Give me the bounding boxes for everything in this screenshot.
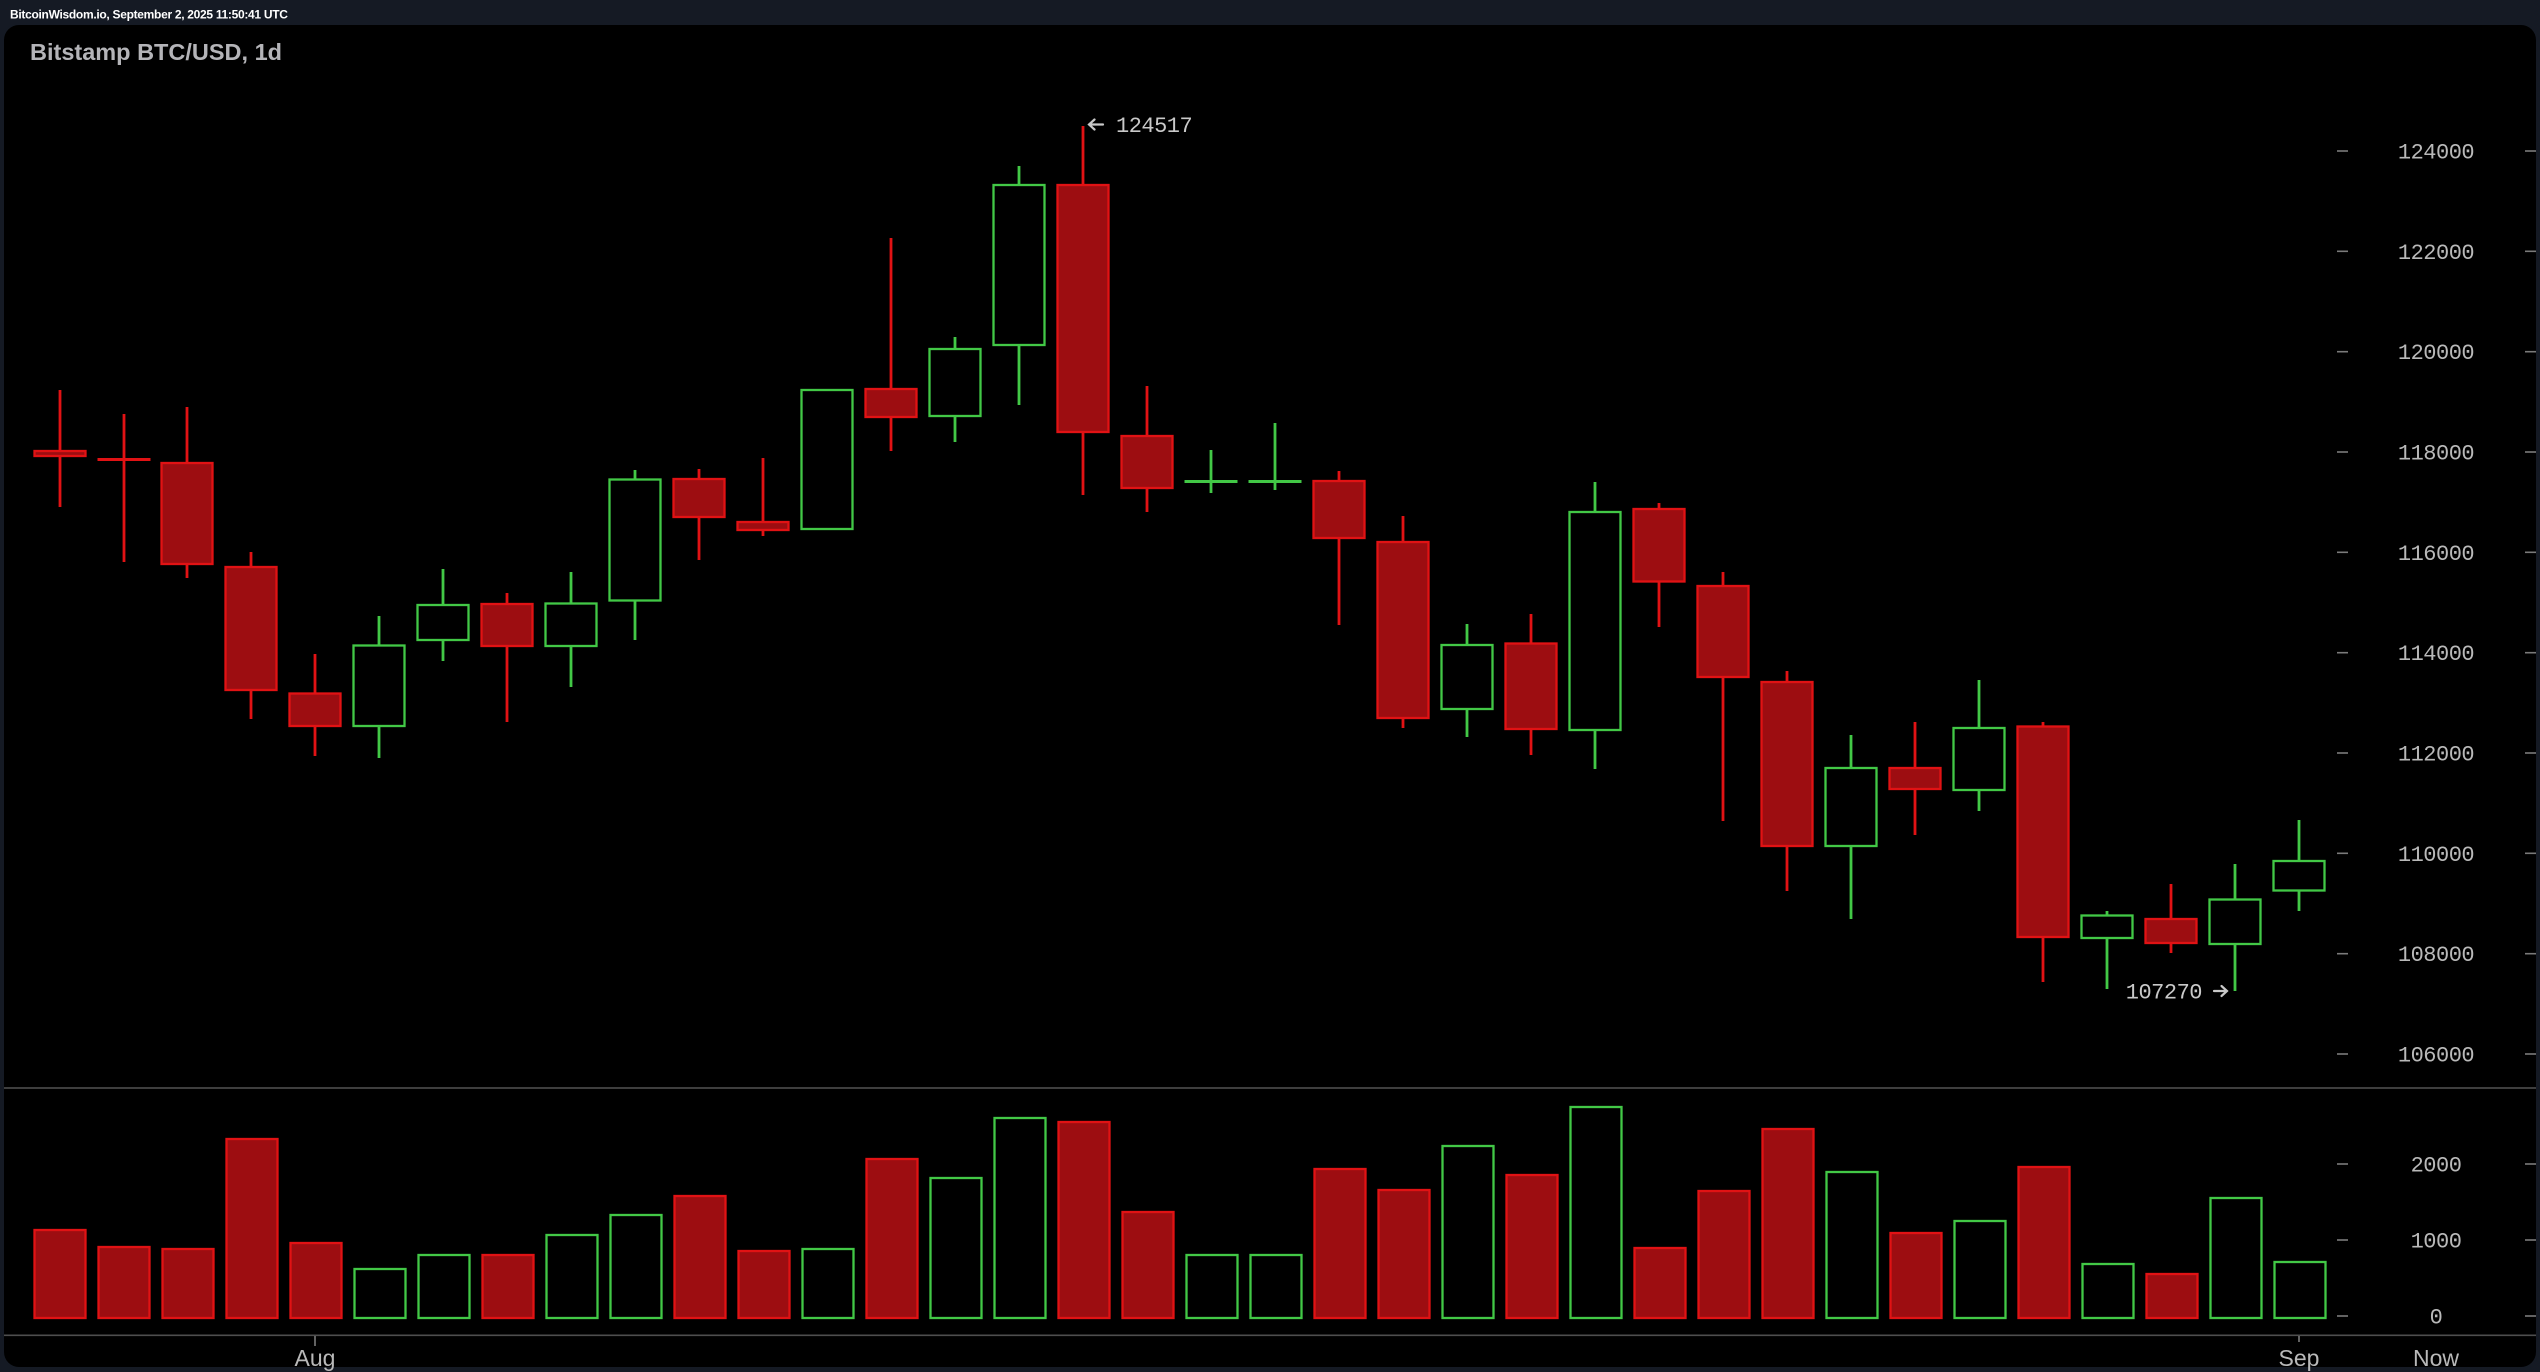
svg-text:2000: 2000 <box>2411 1154 2462 1179</box>
svg-text:116000: 116000 <box>2398 542 2474 567</box>
svg-text:Sep: Sep <box>2279 1345 2320 1371</box>
svg-text:Aug: Aug <box>295 1345 336 1371</box>
svg-text:BitcoinWisdom.io, September 2,: BitcoinWisdom.io, September 2, 2025 11:5… <box>10 8 288 22</box>
svg-text:112000: 112000 <box>2398 743 2474 768</box>
svg-text:106000: 106000 <box>2398 1044 2474 1069</box>
svg-text:114000: 114000 <box>2398 642 2474 667</box>
svg-text:Bitstamp BTC/USD, 1d: Bitstamp BTC/USD, 1d <box>30 39 282 65</box>
svg-text:118000: 118000 <box>2398 442 2474 467</box>
svg-text:0: 0 <box>2430 1306 2443 1331</box>
svg-text:124517: 124517 <box>1116 114 1192 139</box>
svg-text:107270: 107270 <box>2126 981 2202 1006</box>
svg-text:122000: 122000 <box>2398 241 2474 266</box>
svg-text:124000: 124000 <box>2398 141 2474 166</box>
svg-text:110000: 110000 <box>2398 843 2474 868</box>
svg-text:120000: 120000 <box>2398 341 2474 366</box>
svg-text:1000: 1000 <box>2411 1230 2462 1255</box>
svg-text:Now: Now <box>2413 1345 2459 1371</box>
svg-text:108000: 108000 <box>2398 943 2474 968</box>
